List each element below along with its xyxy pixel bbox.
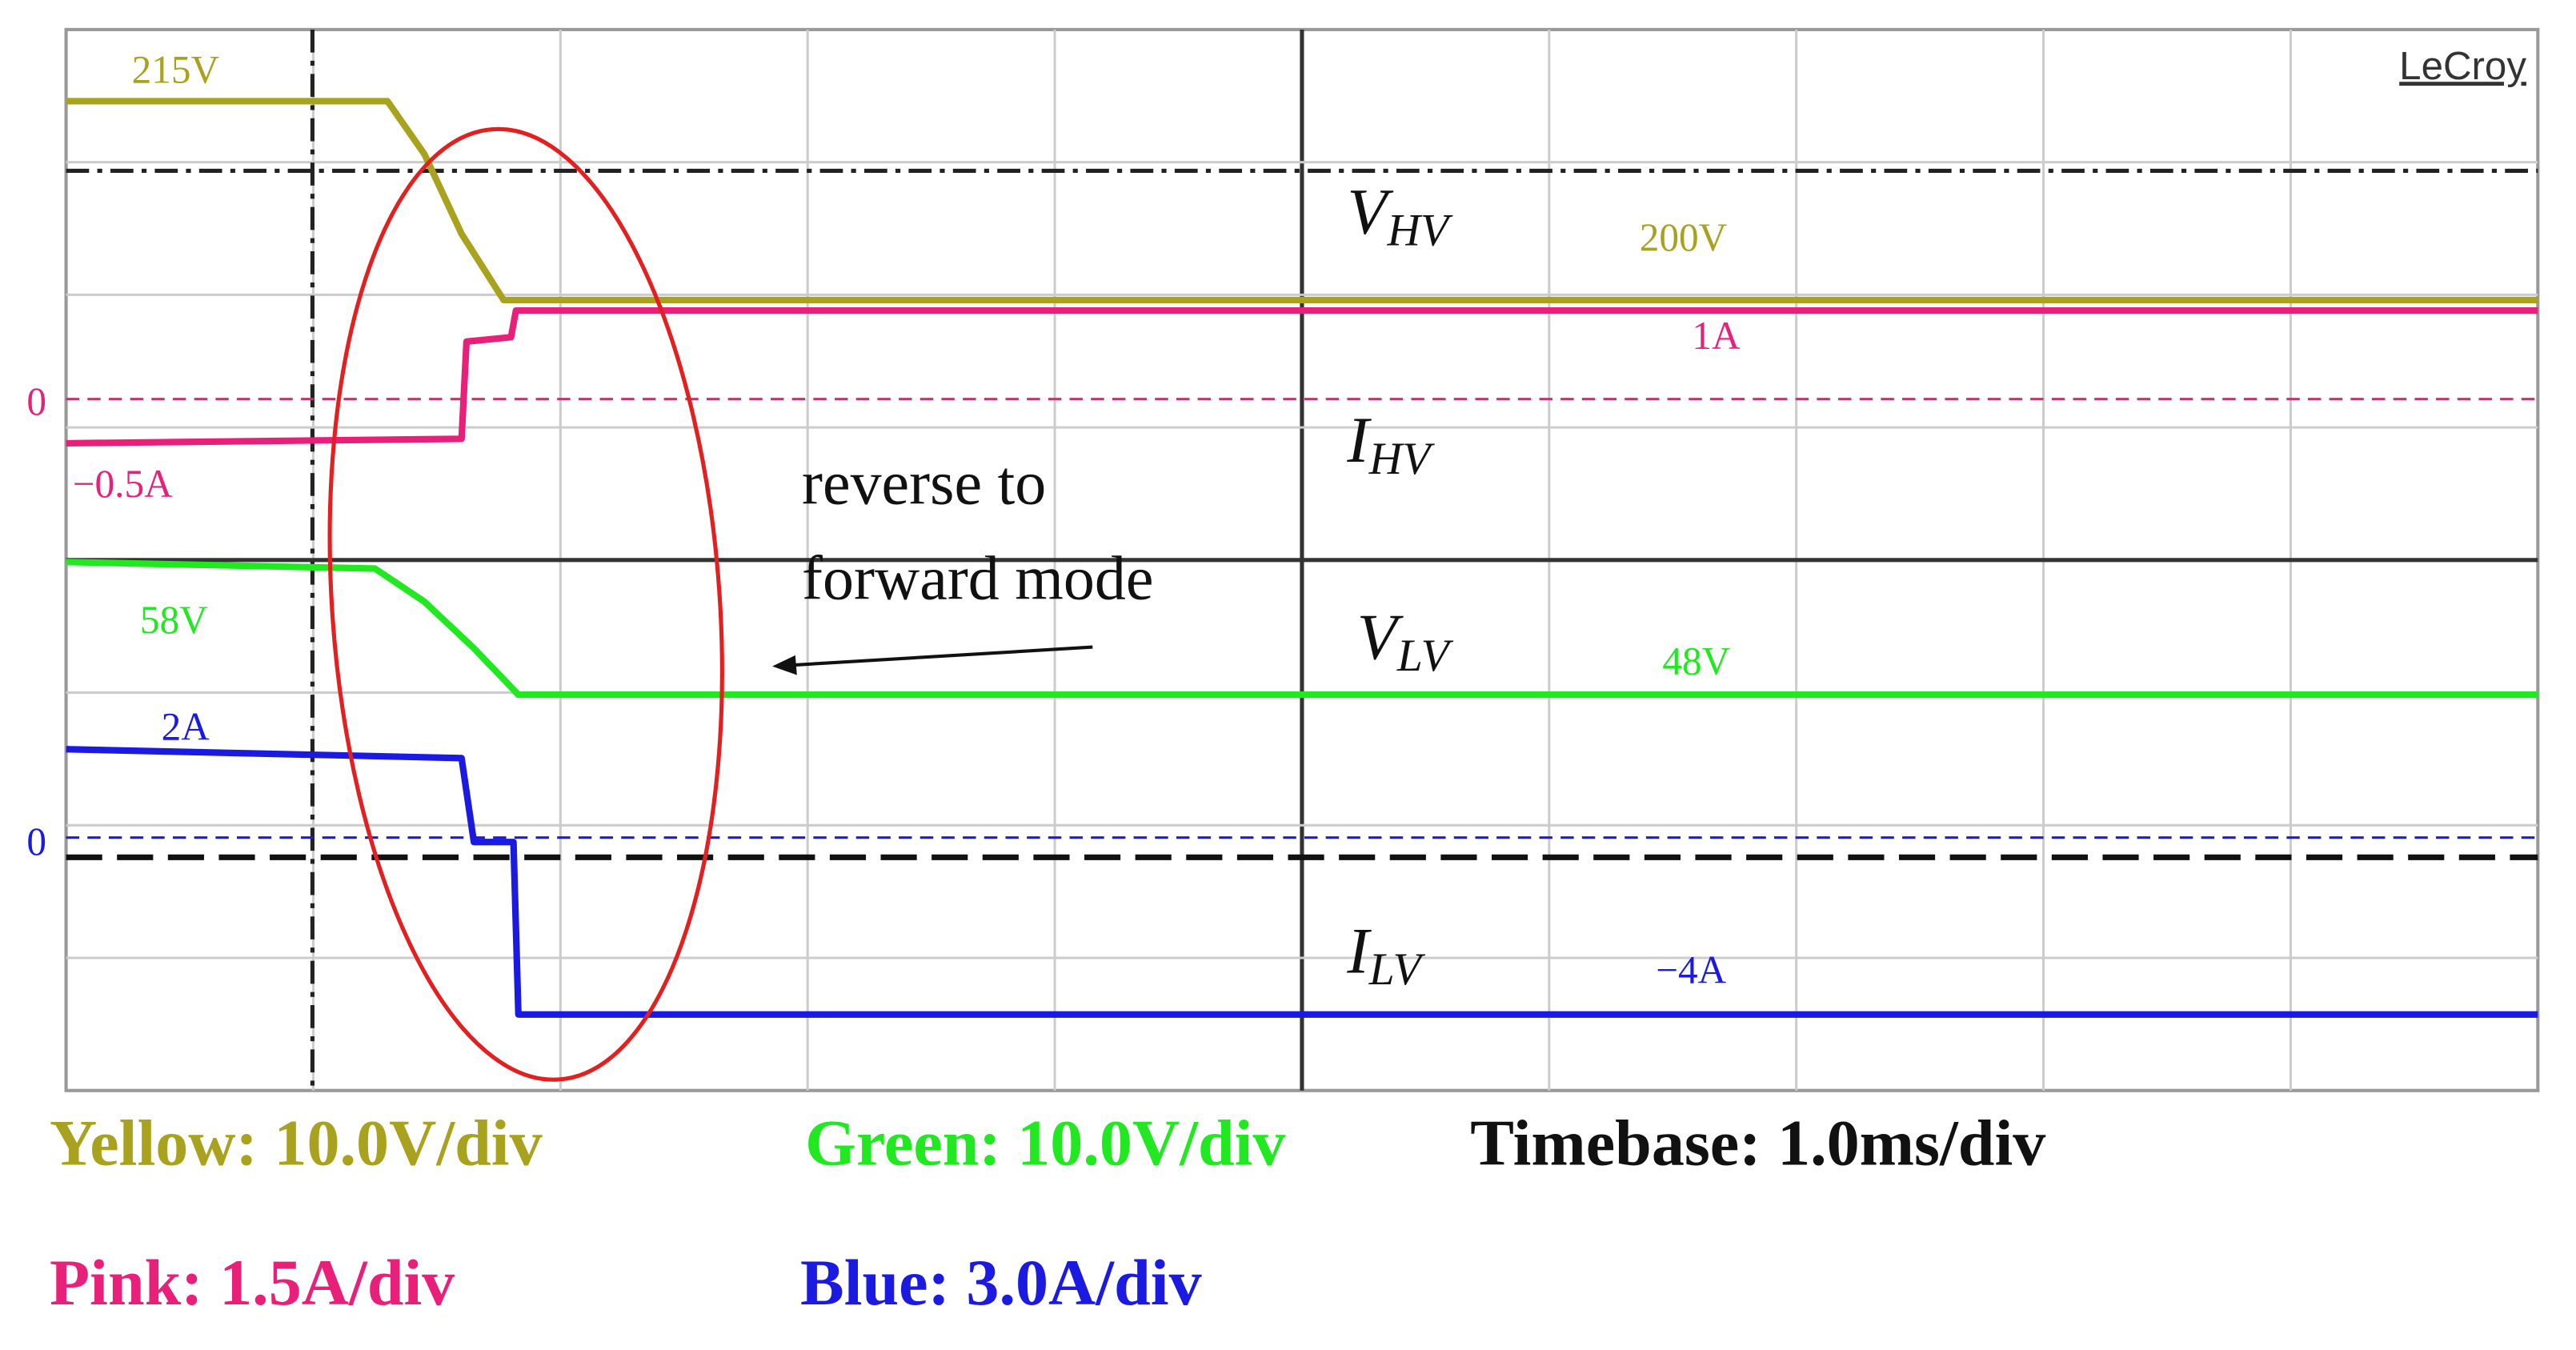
value-label: 48V [1662, 639, 1730, 683]
timebase-label: Timebase: 1.0ms/div [1470, 1106, 2046, 1179]
annotation-arrow [791, 645, 1093, 667]
annotation: reverse to [802, 448, 1046, 517]
value-label: 58V [140, 598, 208, 642]
trace-name-sub: HV [1387, 206, 1453, 256]
traces [66, 98, 2538, 1018]
trace [66, 746, 2538, 1018]
zero-label: 0 [26, 819, 46, 863]
brand: LeCroy [2399, 44, 2526, 88]
trace [66, 98, 2538, 304]
value-label: −0.5A [73, 462, 173, 506]
highlight-ellipse [327, 126, 724, 1082]
trace [66, 306, 2538, 447]
trace-name: ILV [1346, 914, 1425, 995]
trace-name-sub: HV [1368, 434, 1435, 484]
value-label: −4A [1656, 947, 1726, 991]
value-label: 215V [132, 48, 220, 92]
scale-label: Yellow: 10.0V/div [50, 1106, 543, 1179]
scale-label: Green: 10.0V/div [805, 1106, 1286, 1179]
value-label: 200V [1640, 215, 1728, 259]
arrow-head [772, 655, 797, 675]
zero-label: 0 [26, 379, 46, 423]
annotation: forward mode [802, 544, 1154, 613]
trace-name-sub: LV [1396, 631, 1454, 681]
value-label: 2A [162, 705, 210, 749]
scale-label: Blue: 3.0A/div [800, 1246, 1203, 1319]
trace-name-sub: LV [1368, 944, 1426, 995]
value-label: 1A [1692, 314, 1741, 358]
trace [66, 559, 2538, 699]
scale-label: Pink: 1.5A/div [50, 1246, 455, 1319]
